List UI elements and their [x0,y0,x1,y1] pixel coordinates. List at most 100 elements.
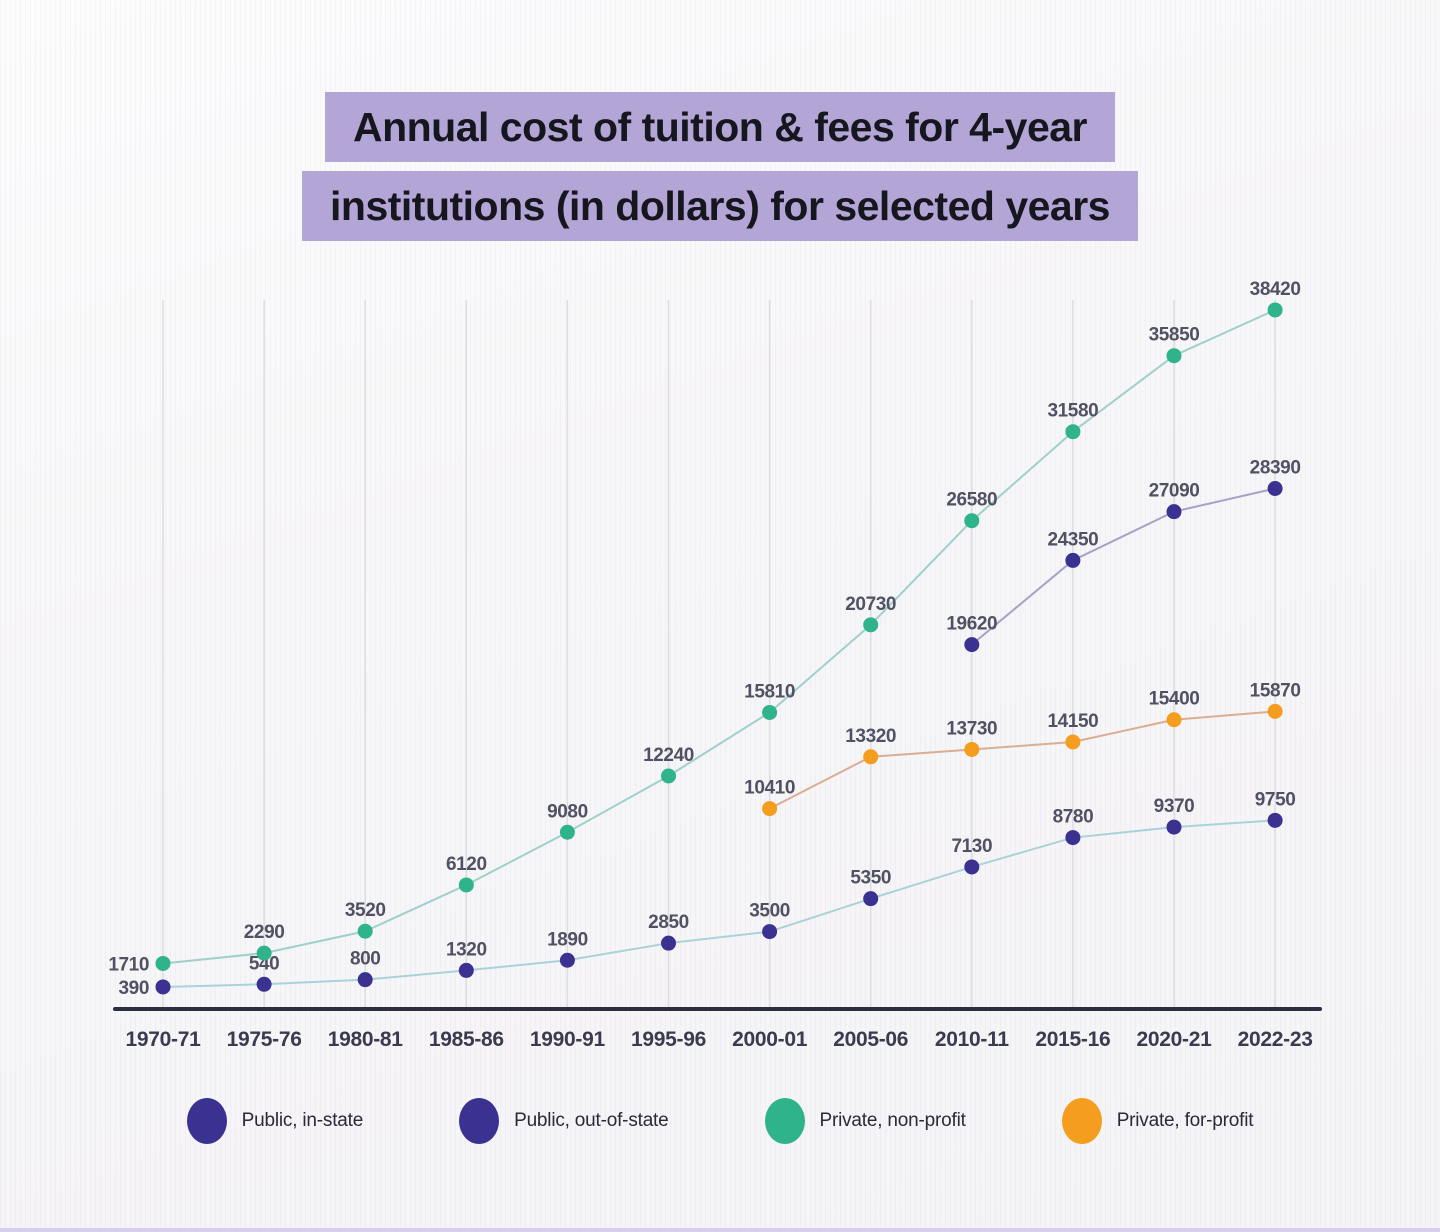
series-line-private-non-profit [162,308,1277,965]
data-point-public-out-of-state-2020-21 [1166,504,1182,520]
value-label-public-in-state-1975-76: 540 [249,953,280,974]
data-point-public-in-state-2000-01 [762,924,778,940]
data-point-private-non-profit-2020-21 [1166,348,1182,364]
x-tick-label-1995-96: 1995-96 [631,1028,706,1051]
legend-marker-private-non-profit [764,1098,805,1144]
data-point-private-non-profit-2010-11 [964,513,980,529]
legend-marker-public-out-of-state [459,1098,500,1144]
value-label-private-non-profit-1970-71: 1710 [108,954,149,975]
value-label-private-non-profit-1985-86: 6120 [446,854,487,875]
value-label-public-in-state-2022-23: 9750 [1255,789,1296,810]
data-point-private-for-profit-2000-01 [762,801,778,817]
value-label-public-in-state-1980-81: 800 [350,949,381,970]
chart-legend: Public, in-state Public, out-of-state Priv… [0,1098,1440,1144]
series-line-public-in-state [162,819,1277,988]
legend-item-private-non-profit: Private, non-profit [764,1098,966,1144]
value-label-private-non-profit-2015-16: 31580 [1047,401,1098,422]
chart-title-line-1: Annual cost of tuition & fees for 4-year [324,92,1116,162]
x-tick-label-1985-86: 1985-86 [429,1028,504,1051]
x-tick-label-1980-81: 1980-81 [328,1028,404,1051]
value-label-public-out-of-state-2020-21: 27090 [1149,481,1200,502]
value-label-public-in-state-2010-11: 7130 [951,836,992,857]
data-point-private-non-profit-1980-81 [357,923,373,939]
value-label-public-in-state-2020-21: 9370 [1154,796,1195,817]
data-point-public-out-of-state-2015-16 [1065,552,1081,568]
x-tick-label-1975-76: 1975-76 [227,1028,302,1051]
x-tick-label-1970-71: 1970-71 [126,1028,202,1051]
x-tick-label-2015-16: 2015-16 [1035,1028,1110,1051]
legend-marker-public-in-state [186,1098,227,1144]
data-point-public-in-state-1990-91 [559,952,575,968]
data-point-public-in-state-2020-21 [1166,819,1182,835]
value-label-private-non-profit-2020-21: 35850 [1149,325,1200,346]
value-label-private-non-profit-2022-23: 38420 [1250,279,1301,300]
data-point-private-non-profit-2005-06 [863,617,879,633]
legend-marker-private-for-profit [1061,1098,1102,1144]
value-label-private-non-profit-1975-76: 2290 [244,922,285,943]
legend-item-private-for-profit: Private, for-profit [1061,1098,1254,1144]
data-point-public-in-state-2022-23 [1267,812,1283,828]
data-point-public-in-state-1995-96 [661,935,676,951]
data-point-public-in-state-2015-16 [1065,830,1081,846]
value-label-public-in-state-2015-16: 8780 [1053,807,1094,828]
data-point-public-out-of-state-2010-11 [964,637,980,653]
data-point-private-for-profit-2005-06 [863,749,879,765]
chart-title-line-2: institutions (in dollars) for selected y… [302,171,1138,241]
data-point-private-non-profit-1995-96 [661,768,676,784]
chart-title: Annual cost of tuition & fees for 4-year… [0,92,1440,241]
value-label-public-in-state-1995-96: 2850 [648,912,689,933]
data-point-private-non-profit-1990-91 [559,824,575,840]
x-tick-label-2010-11: 2010-11 [935,1028,1009,1051]
data-point-public-out-of-state-2022-23 [1267,481,1283,497]
series-line-private-for-profit [768,710,1277,810]
x-axis-line [113,1007,1322,1011]
data-point-public-in-state-1970-71 [155,979,171,995]
data-point-private-non-profit-1985-86 [458,877,474,893]
data-point-private-non-profit-2022-23 [1267,302,1283,318]
value-label-public-in-state-1985-86: 1320 [446,939,487,960]
value-label-private-non-profit-1990-91: 9080 [547,801,588,822]
value-label-private-for-profit-2010-11: 13730 [946,718,997,739]
value-label-private-for-profit-2015-16: 14150 [1047,711,1098,732]
value-label-private-for-profit-2005-06: 13320 [845,726,896,747]
legend-label-public-in-state: Public, in-state [241,1110,364,1131]
data-point-private-non-profit-2015-16 [1065,424,1081,440]
value-label-public-out-of-state-2022-23: 28390 [1250,458,1301,479]
data-point-private-non-profit-2000-01 [762,704,778,720]
data-point-public-in-state-2005-06 [863,891,879,907]
legend-label-private-for-profit: Private, for-profit [1116,1110,1254,1131]
value-label-private-non-profit-1980-81: 3520 [345,900,386,921]
value-label-public-in-state-1990-91: 1890 [547,929,588,950]
x-tick-label-2005-06: 2005-06 [833,1028,908,1051]
value-label-private-non-profit-1995-96: 12240 [643,745,694,766]
x-tick-label-2020-21: 2020-21 [1137,1028,1213,1051]
series-line-public-out-of-state [970,487,1277,646]
data-point-private-non-profit-1970-71 [155,955,171,971]
data-point-private-for-profit-2020-21 [1166,712,1182,728]
value-label-private-for-profit-2020-21: 15400 [1149,689,1200,710]
data-point-private-for-profit-2022-23 [1267,703,1283,719]
legend-label-private-non-profit: Private, non-profit [819,1110,966,1131]
legend-item-public-in-state: Public, in-state [186,1098,364,1144]
data-point-public-in-state-1980-81 [357,972,373,988]
data-point-private-non-profit-1975-76 [256,945,272,961]
data-point-public-in-state-1975-76 [256,976,272,992]
value-label-public-out-of-state-2010-11: 19620 [946,614,997,635]
legend-label-public-out-of-state: Public, out-of-state [514,1110,669,1131]
x-tick-label-2000-01: 2000-01 [732,1028,808,1051]
value-label-public-in-state-2005-06: 5350 [850,868,891,889]
bottom-accent-strip [0,1228,1440,1232]
data-point-private-for-profit-2015-16 [1065,734,1081,750]
x-tick-label-1990-91: 1990-91 [530,1028,606,1051]
data-point-public-in-state-2010-11 [964,859,980,875]
value-label-public-in-state-1970-71: 390 [118,978,149,999]
value-label-private-non-profit-2005-06: 20730 [845,594,896,615]
data-point-public-in-state-1985-86 [458,962,474,978]
data-point-private-for-profit-2010-11 [964,741,980,757]
x-tick-label-2022-23: 2022-23 [1238,1028,1313,1051]
value-label-private-non-profit-2010-11: 26580 [946,490,997,511]
value-label-private-for-profit-2000-01: 10410 [744,778,795,799]
value-label-public-out-of-state-2015-16: 24350 [1047,529,1098,550]
